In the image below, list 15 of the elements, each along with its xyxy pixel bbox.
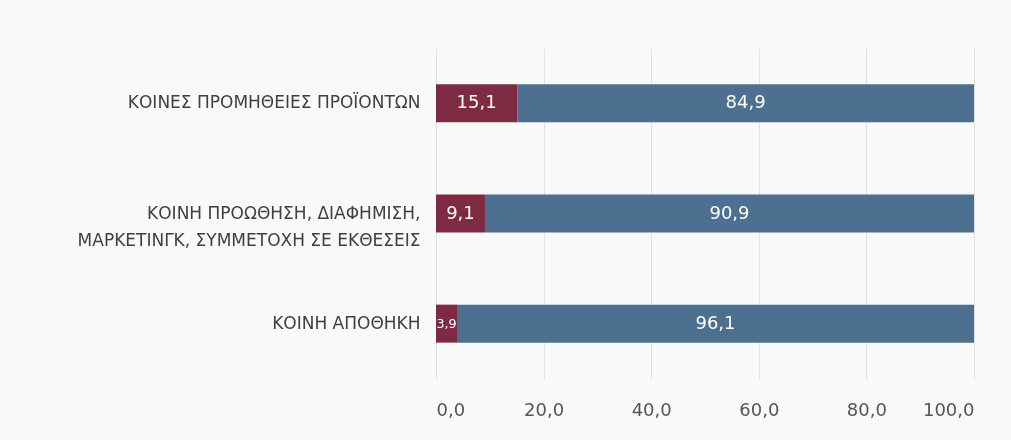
y-tick-label: ΚΟΙΝΗ ΠΡΟΩΘΗΣΗ, ΔΙΑΦΗΜΙΣΗ, ΜΑΡΚΕΤΙΝΓΚ, ΣΥΜΜΕΤΟΧΗ ΣΕ ΕΚΘΕΣΕΙΣ (77, 202, 421, 250)
x-tick-label: 20,0 (524, 398, 565, 420)
x-tick-label: 100,0 (922, 398, 975, 420)
x-tick-label: 80,0 (846, 398, 887, 420)
x-tick-label: 40,0 (631, 398, 672, 420)
data-label: 84,9 (725, 91, 766, 113)
y-tick-label: ΚΟΙΝΕΣ ΠΡΟΜΗΘΕΙΕΣ ΠΡΟΪΟΝΤΩΝ (127, 92, 421, 113)
x-tick-label: 0,0 (436, 398, 466, 420)
data-label: 96,1 (695, 311, 736, 333)
y-tick-label: ΚΟΙΝΗ ΑΠΟΘΗΚΗ (272, 312, 421, 333)
data-label: 3,9 (436, 315, 457, 331)
data-label: 90,9 (709, 201, 750, 223)
data-label: 15,1 (456, 91, 497, 113)
x-tick-label: 60,0 (739, 398, 780, 420)
data-label: 9,1 (446, 201, 475, 223)
